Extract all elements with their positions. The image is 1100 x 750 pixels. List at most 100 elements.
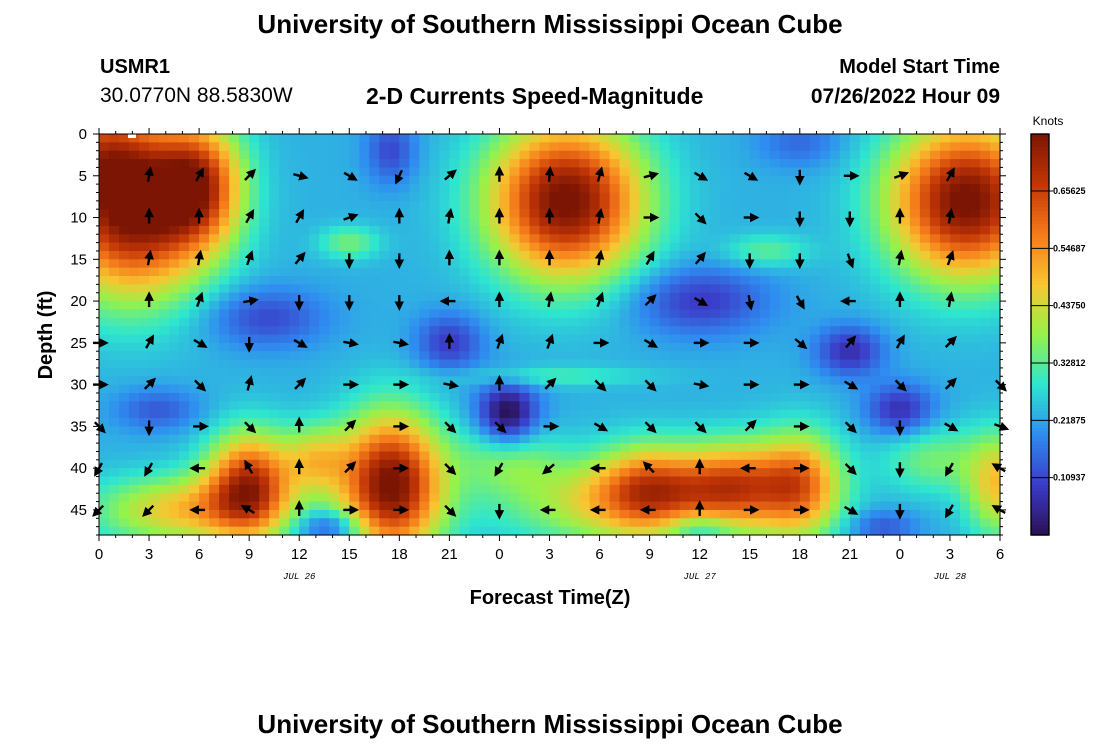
heatmap-cell [909,159,921,169]
heatmap-cell [479,159,491,169]
heatmap-cell [719,518,731,528]
heatmap-cell [979,159,991,169]
heatmap-cell [99,301,110,311]
heatmap-cell [409,359,420,369]
heatmap-cell [199,484,210,494]
heatmap-cell [699,401,711,411]
heatmap-cell [829,175,841,185]
heatmap-cell [869,476,881,486]
heatmap-cell [659,267,671,277]
current-vector [193,338,208,348]
heatmap-cell [289,326,300,336]
heatmap-cell [559,484,571,494]
heatmap-cell [859,167,871,177]
heatmap-cell [459,175,471,185]
heatmap-cell [619,209,631,219]
heatmap-cell [669,526,681,536]
heatmap-cell [509,359,521,369]
heatmap-cell [169,359,180,369]
heatmap-cell [569,493,581,503]
heatmap-cell [379,192,390,202]
heatmap-cell [269,518,280,528]
heatmap-cell [899,309,911,319]
heatmap-cell [979,217,991,227]
heatmap-cell [979,142,991,152]
heatmap-cell [569,276,581,285]
heatmap-cell [749,384,761,394]
heatmap-cell [859,518,871,528]
heatmap-cell [249,225,260,235]
heatmap-cell [529,501,541,511]
heatmap-cell [299,451,310,461]
heatmap-cell [939,434,951,444]
heatmap-cell [229,317,240,327]
heatmap-cell [639,184,651,194]
heatmap-cell [629,501,641,511]
heatmap-cell [459,384,471,394]
heatmap-cell [589,392,601,402]
heatmap-cell [979,434,991,444]
heatmap-cell [269,526,280,536]
heatmap-cell [329,401,340,411]
heatmap-cell [249,301,260,311]
heatmap-cell [839,409,851,419]
heatmap-cell [889,351,901,361]
heatmap-cell [459,167,471,177]
heatmap-cell [629,142,641,152]
heatmap-cell [379,459,390,469]
heatmap-cell [279,526,290,536]
heatmap-cell [619,484,631,494]
heatmap-cell [269,468,280,478]
heatmap-cell [379,367,390,377]
heatmap-cell [359,501,370,511]
heatmap-cell [889,259,901,269]
heatmap-cell [439,276,450,285]
heatmap-cell [839,526,851,536]
heatmap-cell [619,451,631,461]
heatmap-cell [839,225,851,235]
heatmap-cell [849,309,861,319]
heatmap-cell [139,518,150,528]
heatmap-cell [279,493,290,503]
colorbar-swatch [1031,184,1049,189]
heatmap-cell [499,384,511,394]
heatmap-cell [869,418,881,427]
heatmap-cell [719,209,731,219]
heatmap-cell [199,401,210,411]
heatmap-cell [159,267,170,277]
heatmap-cell [619,501,631,511]
heatmap-cell [509,284,521,294]
heatmap-cell [499,276,511,285]
heatmap-cell [989,334,1001,344]
heatmap-cell [499,209,511,219]
heatmap-cell [879,392,891,402]
heatmap-cell [789,359,801,369]
heatmap-cell [469,242,481,252]
heatmap-cell [809,317,821,327]
heatmap-cell [859,509,871,519]
heatmap-cell [819,326,831,336]
heatmap-cell [179,242,190,252]
heatmap-cell [609,192,621,202]
heatmap-cell [579,367,591,377]
heatmap-cell [629,225,641,235]
heatmap-cell [309,401,320,411]
heatmap-cell [269,376,280,386]
heatmap-cell [329,301,340,311]
heatmap-cell [379,376,390,386]
heatmap-cell [919,184,931,194]
heatmap-cell [239,493,250,503]
heatmap-cell [959,292,971,302]
heatmap-cell [769,192,781,202]
heatmap-cell [889,217,901,227]
heatmap-cell [799,426,811,436]
heatmap-cell [809,200,821,210]
heatmap-cell [769,493,781,503]
colorbar-swatch [1031,197,1049,202]
heatmap-cell [549,468,561,478]
heatmap-cell [739,209,751,219]
heatmap-cell [119,342,130,352]
heatmap-cell [449,309,460,319]
heatmap-cell [339,184,350,194]
heatmap-cell [669,459,681,469]
